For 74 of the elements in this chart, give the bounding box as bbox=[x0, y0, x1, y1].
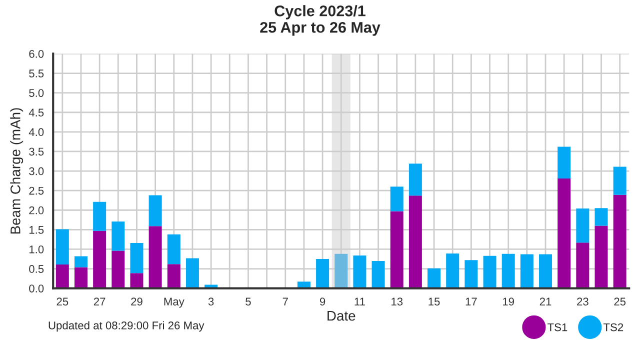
legend-label: TS2 bbox=[603, 323, 624, 332]
bar bbox=[558, 146, 571, 178]
bar bbox=[334, 254, 348, 288]
y-tick-label: 3.0 bbox=[29, 167, 44, 176]
bar bbox=[112, 221, 125, 251]
x-tick-label: 3 bbox=[208, 298, 214, 306]
bar bbox=[464, 260, 478, 288]
bar bbox=[56, 264, 69, 288]
bar bbox=[594, 208, 608, 226]
bar bbox=[613, 166, 626, 195]
bar bbox=[408, 196, 422, 288]
x-tick-label: 11 bbox=[354, 298, 365, 306]
y-tick-label: 1.0 bbox=[29, 245, 44, 254]
y-tick-label: 0.0 bbox=[29, 284, 44, 292]
chart-title: Cycle 2023/1 25 Apr to 26 May bbox=[260, 5, 380, 36]
x-tick-label: 17 bbox=[466, 298, 477, 306]
x-tick-label: 25 bbox=[56, 298, 68, 306]
bar bbox=[502, 254, 515, 288]
x-tick-label: 23 bbox=[577, 298, 588, 306]
bar bbox=[576, 208, 590, 243]
y-tick-label: 2.0 bbox=[29, 206, 44, 214]
bar bbox=[56, 229, 69, 264]
y-tick-label: 0.5 bbox=[29, 265, 44, 273]
bar bbox=[353, 255, 366, 288]
bar bbox=[74, 267, 88, 288]
y-tick-label: 4.5 bbox=[28, 108, 44, 117]
x-tick-label: 5 bbox=[246, 298, 251, 306]
x-axis-title: Date bbox=[328, 310, 356, 321]
legend-label: TS1 bbox=[548, 323, 568, 332]
y-tick-label: 6.0 bbox=[29, 50, 44, 58]
x-tick-label: 13 bbox=[392, 298, 403, 306]
bar bbox=[558, 178, 571, 288]
bar bbox=[594, 226, 608, 288]
bar bbox=[483, 256, 496, 288]
bar bbox=[148, 226, 162, 288]
x-tick-label: 9 bbox=[320, 298, 326, 306]
bar bbox=[372, 260, 385, 288]
bar bbox=[613, 194, 626, 288]
bar bbox=[167, 234, 180, 264]
x-tick-label: 29 bbox=[131, 298, 142, 306]
y-tick-label: 4.0 bbox=[28, 128, 44, 136]
bar bbox=[520, 254, 534, 288]
bar bbox=[428, 268, 441, 288]
bar bbox=[167, 264, 180, 288]
y-tick-label: 1.5 bbox=[29, 226, 44, 234]
y-axis-title: Beam Charge (mAh) bbox=[10, 108, 24, 234]
y-tick-label: 5.5 bbox=[29, 70, 44, 78]
x-tick-label: 19 bbox=[503, 298, 514, 306]
bar bbox=[316, 258, 330, 288]
x-tick-label: 7 bbox=[282, 298, 288, 306]
bar bbox=[93, 202, 106, 231]
y-tick-label: 3.5 bbox=[29, 148, 44, 156]
bar bbox=[446, 254, 460, 288]
y-tick-label: 2.5 bbox=[29, 186, 44, 195]
bar bbox=[539, 254, 552, 288]
bar bbox=[130, 242, 144, 274]
bar bbox=[112, 250, 125, 288]
bar bbox=[148, 195, 162, 226]
bar bbox=[93, 230, 106, 288]
text: Updated at 08:29:00 Fri 26 May bbox=[48, 321, 204, 332]
bar bbox=[130, 273, 144, 288]
bar bbox=[576, 242, 590, 288]
bar bbox=[186, 258, 199, 288]
x-tick-label: 15 bbox=[428, 298, 440, 306]
bar bbox=[408, 164, 422, 196]
x-tick-label: May bbox=[164, 298, 184, 308]
bar bbox=[297, 282, 310, 288]
y-tick-label: 5.0 bbox=[29, 89, 44, 97]
x-tick-label: 27 bbox=[94, 298, 106, 306]
bar bbox=[74, 256, 88, 268]
x-tick-label: 21 bbox=[540, 298, 552, 306]
bar bbox=[390, 186, 404, 212]
x-tick-label: 25 bbox=[614, 298, 626, 306]
bar bbox=[390, 211, 404, 288]
